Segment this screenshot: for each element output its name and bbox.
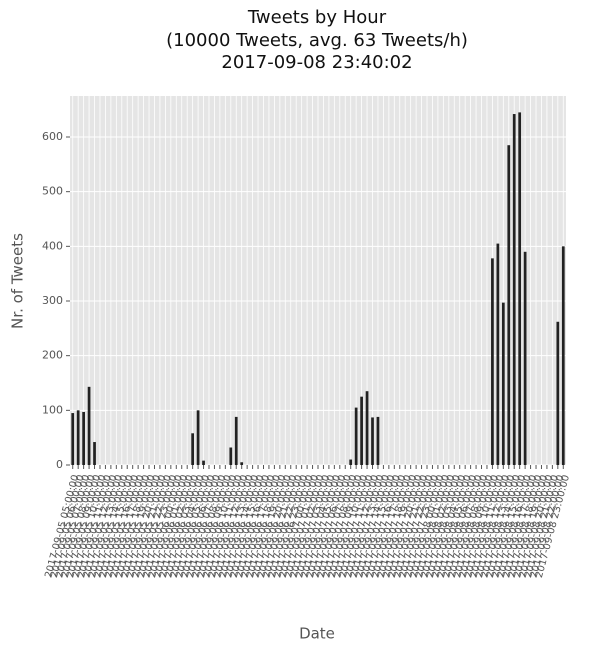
bar bbox=[496, 243, 500, 465]
chart-subtitle: (10000 Tweets, avg. 63 Tweets/h) bbox=[166, 30, 468, 51]
bar bbox=[371, 417, 374, 465]
bar bbox=[376, 416, 380, 465]
bar bbox=[234, 416, 238, 465]
y-tick-label: 0 bbox=[56, 458, 63, 471]
y-axis-label: Nr. of Tweets bbox=[9, 233, 27, 329]
bar bbox=[360, 396, 363, 465]
bar bbox=[240, 462, 244, 465]
y-tick-label: 100 bbox=[42, 403, 63, 416]
bar bbox=[76, 410, 80, 465]
bar bbox=[501, 302, 505, 465]
bar bbox=[507, 145, 511, 465]
y-tick-label: 500 bbox=[42, 185, 63, 198]
bar bbox=[87, 386, 91, 465]
bar bbox=[354, 407, 358, 465]
chart-title: Tweets by Hour bbox=[247, 7, 387, 28]
bar bbox=[556, 321, 560, 465]
y-tick-label: 400 bbox=[42, 239, 63, 252]
bar bbox=[229, 447, 233, 465]
bar bbox=[518, 112, 522, 466]
y-tick-label: 200 bbox=[42, 349, 63, 362]
bar bbox=[491, 258, 494, 465]
chart-timestamp: 2017-09-08 23:40:02 bbox=[221, 52, 412, 73]
bar bbox=[71, 413, 75, 465]
y-tick-label: 600 bbox=[42, 130, 63, 143]
bar bbox=[512, 114, 516, 465]
y-tick-label: 300 bbox=[42, 294, 63, 307]
bar bbox=[523, 251, 527, 465]
bar bbox=[82, 411, 85, 465]
bar bbox=[561, 246, 565, 465]
bar bbox=[349, 459, 353, 465]
x-axis-label: Date bbox=[299, 625, 335, 643]
bar bbox=[202, 460, 205, 465]
bar bbox=[196, 410, 200, 465]
bar bbox=[365, 391, 369, 465]
bar bbox=[93, 442, 96, 465]
bar bbox=[191, 433, 194, 465]
